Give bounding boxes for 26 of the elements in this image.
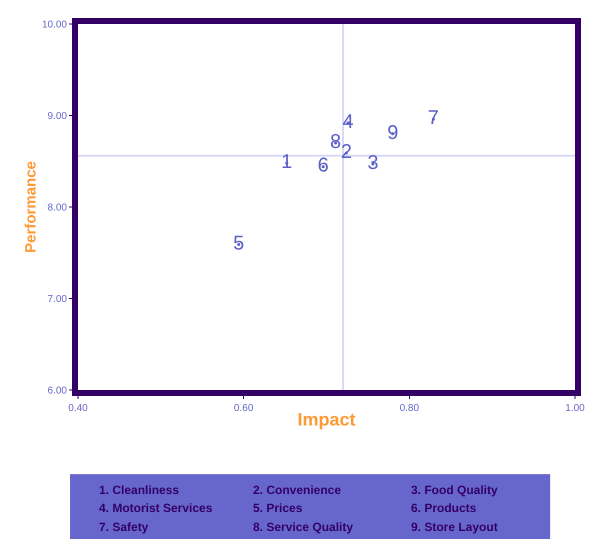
x-tick-label: 0.80 — [400, 403, 420, 414]
y-tick-label: 7.00 — [48, 294, 68, 305]
text: 5. Prices — [253, 501, 303, 515]
y-tick-label: 9.00 — [48, 111, 68, 122]
text: 6. Products — [411, 501, 477, 515]
text: 4. Motorist Services — [99, 501, 213, 515]
text: 2. Convenience — [253, 483, 342, 497]
series-label: 9 — [387, 122, 398, 144]
text: 1. Cleanliness — [99, 483, 180, 497]
y-tick-label: 8.00 — [48, 202, 68, 214]
y-tick-label: 10.00 — [42, 20, 68, 30]
series-label: 8 — [330, 130, 342, 153]
x-axis-title: Impact — [297, 410, 356, 430]
text: 8. Service Quality — [253, 520, 354, 534]
x-tick-label: 0.40 — [68, 403, 88, 414]
text: 3. Food Quality — [411, 483, 498, 497]
y-axis-title: Performance — [22, 161, 40, 253]
text: 9. Store Layout — [411, 520, 498, 534]
text: 7. Safety — [99, 520, 149, 534]
series-label: 5 — [233, 232, 244, 255]
x-tick-label: 1.00 — [565, 403, 586, 414]
series-label: 3 — [367, 152, 378, 174]
series-label: 6 — [318, 154, 329, 177]
series-label: 4 — [342, 110, 354, 133]
x-tick-label: 0.60 — [234, 403, 254, 414]
y-tick-label: 6.00 — [48, 386, 68, 396]
